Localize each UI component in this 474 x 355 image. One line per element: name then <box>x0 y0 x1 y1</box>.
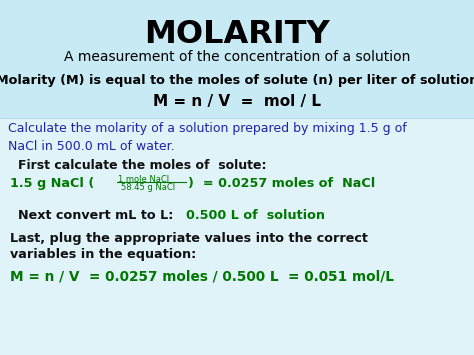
Text: M = n / V  =  mol / L: M = n / V = mol / L <box>153 94 321 109</box>
Text: Molarity (M) is equal to the moles of solute (n) per liter of solution: Molarity (M) is equal to the moles of so… <box>0 74 474 87</box>
Text: 0.500 L of  solution: 0.500 L of solution <box>186 209 325 222</box>
Text: MOLARITY: MOLARITY <box>144 19 330 50</box>
Text: 58.45 g NaCl: 58.45 g NaCl <box>121 183 175 192</box>
Text: Calculate the molarity of a solution prepared by mixing 1.5 g of: Calculate the molarity of a solution pre… <box>8 122 407 135</box>
Text: 1 mole NaCl: 1 mole NaCl <box>118 175 169 184</box>
Text: M = n / V  = 0.0257 moles / 0.500 L  = 0.051 mol/L: M = n / V = 0.0257 moles / 0.500 L = 0.0… <box>10 270 394 284</box>
Text: variables in the equation:: variables in the equation: <box>10 248 196 261</box>
Text: 1.5 g NaCl (: 1.5 g NaCl ( <box>10 177 94 190</box>
Text: Last, plug the appropriate values into the correct: Last, plug the appropriate values into t… <box>10 232 368 245</box>
FancyBboxPatch shape <box>0 0 474 118</box>
Text: A measurement of the concentration of a solution: A measurement of the concentration of a … <box>64 50 410 64</box>
Text: NaCl in 500.0 mL of water.: NaCl in 500.0 mL of water. <box>8 140 174 153</box>
Text: First calculate the moles of  solute:: First calculate the moles of solute: <box>18 159 266 172</box>
Text: Next convert mL to L:: Next convert mL to L: <box>18 209 191 222</box>
Text: )  = 0.0257 moles of  NaCl: ) = 0.0257 moles of NaCl <box>188 177 375 190</box>
